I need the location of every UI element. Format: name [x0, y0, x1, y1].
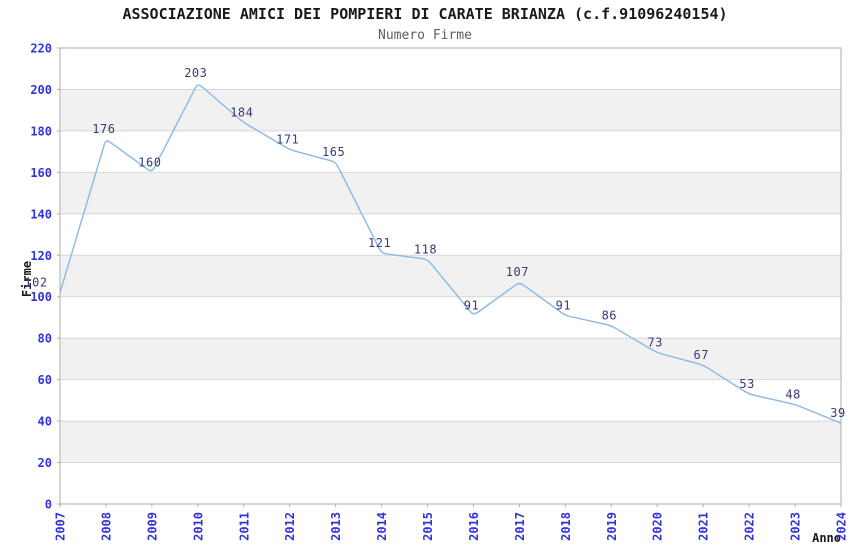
- y-tick-label: 80: [38, 332, 52, 346]
- plot-border: [59, 47, 842, 505]
- data-line: [59, 84, 842, 424]
- x-tick-label: 2013: [329, 512, 343, 541]
- point-label: 184: [230, 106, 253, 120]
- point-label: 121: [368, 236, 391, 250]
- grid-band: [60, 421, 841, 463]
- point-label: 102: [24, 276, 47, 290]
- point-label: 203: [184, 66, 207, 80]
- x-tick-label: 2020: [651, 512, 665, 541]
- y-tick-label: 20: [38, 456, 52, 470]
- y-tick-label: 180: [30, 124, 52, 138]
- x-tick-label: 2014: [375, 512, 389, 541]
- y-tick-label: 200: [30, 83, 52, 97]
- x-tick-label: 2008: [99, 512, 113, 541]
- x-axis-title: Anno: [812, 531, 841, 545]
- y-tick-label: 0: [45, 498, 52, 512]
- chart-subtitle: Numero Firme: [378, 28, 472, 43]
- grid-band: [60, 255, 841, 297]
- x-tick-label: 2022: [743, 512, 757, 541]
- y-tick-label: 220: [30, 42, 52, 56]
- grid-band: [60, 338, 841, 380]
- y-tick-label: 120: [30, 249, 52, 263]
- chart-title: ASSOCIAZIONE AMICI DEI POMPIERI DI CARAT…: [122, 5, 728, 23]
- point-label: 53: [739, 377, 754, 391]
- point-label: 91: [556, 298, 571, 312]
- point-label: 160: [138, 155, 161, 169]
- x-tick-label: 2021: [697, 512, 711, 541]
- point-label: 91: [464, 298, 479, 312]
- x-tick-label: 2016: [467, 512, 481, 541]
- x-tick-label: 2019: [605, 512, 619, 541]
- x-tick-label: 2015: [421, 512, 435, 541]
- x-tick-label: 2023: [789, 512, 803, 541]
- point-label: 48: [785, 388, 800, 402]
- point-label: 176: [92, 122, 115, 136]
- point-label: 39: [830, 406, 845, 420]
- x-tick-label: 2018: [559, 512, 573, 541]
- y-tick-label: 160: [30, 166, 52, 180]
- point-label: 171: [276, 133, 299, 147]
- x-tick-label: 2010: [191, 512, 205, 541]
- y-tick-label: 140: [30, 207, 52, 221]
- y-tick-label: 60: [38, 373, 52, 387]
- y-tick-label: 40: [38, 415, 52, 429]
- point-label: 118: [414, 242, 437, 256]
- x-tick-label: 2009: [145, 512, 159, 541]
- x-tick-label: 2012: [283, 512, 297, 541]
- x-tick-label: 2007: [54, 512, 68, 541]
- y-tick-label: 100: [30, 290, 52, 304]
- x-tick-label: 2024: [835, 512, 849, 541]
- point-label: 86: [602, 309, 617, 323]
- point-label: 107: [506, 265, 529, 279]
- x-tick-label: 2017: [513, 512, 527, 541]
- grid-band: [60, 89, 841, 131]
- x-tick-label: 2011: [237, 512, 251, 541]
- point-label: 165: [322, 145, 345, 159]
- grid-band: [60, 172, 841, 214]
- point-label: 67: [693, 348, 708, 362]
- point-label: 73: [647, 336, 662, 350]
